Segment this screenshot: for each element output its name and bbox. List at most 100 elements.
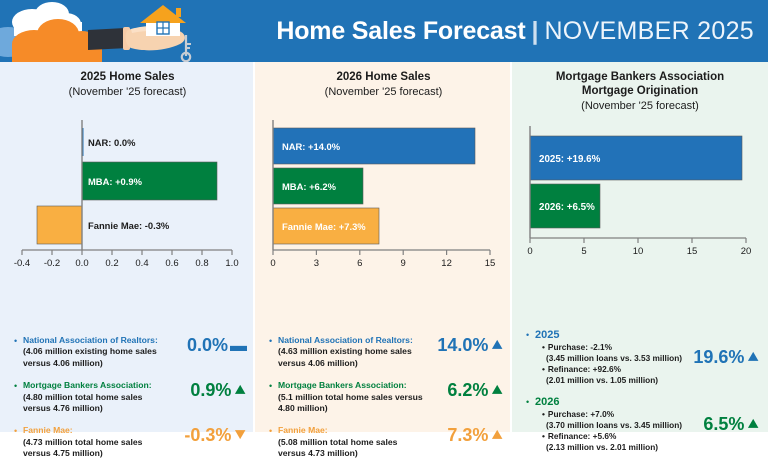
note-value-text: 0.9% (190, 380, 232, 401)
header-illustration (0, 0, 250, 62)
note-item-mba: • Mortgage Bankers Association: (5.1 mil… (269, 380, 504, 414)
panel-3-notes: • 2025 • Purchase: -2.1% (3.45 million lo… (526, 328, 760, 453)
note-value: 14.0% ⯅ (428, 335, 504, 356)
arm-sleeve-icon (88, 27, 130, 50)
header-banner: Home Sales Forecast | NOVEMBER 2025 (0, 0, 768, 62)
bullet-icon: • (269, 426, 273, 437)
title-month-year: NOVEMBER 2025 (544, 16, 754, 45)
note-name: Mortgage Bankers Association: (23, 380, 152, 391)
purchase-line: • Purchase: -2.1% (542, 342, 690, 353)
xtick-label: 12 (441, 258, 452, 269)
note-value-text: 6.2% (447, 380, 489, 401)
note-detail-2: versus 4.06 million) (23, 357, 103, 368)
chart-2026-home-sales: 0 3 6 9 12 15 NAR: +14.0% MBA: +6.2% Fan… (255, 62, 512, 432)
note-detail-1: (4.06 million existing home sales (23, 346, 157, 357)
bullet-icon: • (269, 381, 273, 392)
note-item-2025: • 2025 • Purchase: -2.1% (3.45 million lo… (526, 328, 760, 386)
bullet-icon: • (14, 336, 18, 346)
note-detail-1: (5.08 million total home sales (278, 436, 398, 447)
note-detail-2: versus 4.75 million) (23, 448, 103, 459)
xtick-label: 0.6 (165, 258, 178, 269)
xtick-label: -0.2 (44, 258, 60, 269)
bullet-icon: • (14, 381, 18, 392)
x-axis-tick-labels: 0 5 10 15 20 (527, 246, 751, 257)
note-item-nar: • National Association of Realtors: (4.0… (14, 335, 247, 369)
bullet-icon: • (526, 330, 530, 340)
bar-label-mba: MBA: +0.9% (88, 176, 143, 187)
purchase-detail: (3.70 million loans vs. 3.45 million) (546, 420, 683, 430)
note-detail-1: (4.63 million existing home sales (278, 346, 412, 357)
key-icon (180, 35, 192, 62)
xtick-label: 0.0 (75, 258, 88, 269)
bar-label-2025: 2025: +19.6% (539, 154, 601, 165)
bar-label-nar: NAR: 0.0% (88, 137, 136, 148)
panel-1-title-main: 2025 Home Sales (80, 71, 175, 83)
up-arrow-icon: ⯅ (233, 381, 247, 401)
x-axis-ticks (21, 250, 233, 255)
xtick-label: 15 (485, 258, 496, 269)
refinance-detail: (2.13 million vs. 2.01 million) (546, 442, 659, 452)
note-value: 0.9% ⯅ (173, 380, 247, 401)
note-item-nar: • National Association of Realtors: (4.6… (269, 335, 504, 369)
note-value: 6.2% ⯅ (428, 380, 504, 401)
sub-bullet-icon: • (542, 409, 545, 419)
panel-divider (253, 62, 255, 432)
bar-fannie-mae (36, 205, 83, 245)
bar-mba (272, 167, 364, 205)
title-separator: | (531, 16, 539, 45)
note-item-fannie-mae: • Fannie Mae: (4.73 million total home s… (14, 425, 247, 459)
bar-fannie-mae (272, 207, 380, 245)
panel-divider (510, 62, 512, 432)
year-heading: 2025 (535, 329, 560, 341)
panel-1-title: 2025 Home Sales (November '25 forecast) (0, 70, 255, 99)
house-icon (140, 5, 186, 36)
panel-2-title-main: 2026 Home Sales (336, 71, 431, 83)
note-item-mba: • Mortgage Bankers Association: (4.80 mi… (14, 380, 247, 414)
up-arrow-icon: ⯅ (490, 381, 504, 401)
note-detail-1: (4.80 million total home sales (23, 391, 143, 402)
down-arrow-icon: ⯆ (233, 426, 247, 446)
xtick-label: 0 (527, 246, 532, 257)
xtick-label: 6 (357, 258, 362, 269)
xtick-label: 10 (633, 246, 644, 257)
purchase-label: Purchase: -2.1% (547, 342, 613, 352)
panel-3-title-main: Mortgage Bankers Association (555, 71, 725, 83)
sub-bullet-icon: • (542, 364, 545, 374)
cloud-orange-icon (12, 19, 102, 62)
x-axis-ticks (272, 250, 491, 255)
sub-bullet-icon: • (542, 431, 545, 441)
panel-2-title: 2026 Home Sales (November '25 forecast) (255, 70, 512, 99)
bullet-icon: • (526, 397, 530, 407)
year-value: 19.6% ⯅ (690, 347, 760, 368)
bar-nar (82, 128, 84, 156)
note-item-fannie-mae: • Fannie Mae: (5.08 million total home s… (269, 425, 504, 459)
note-detail-1: (4.73 million total home sales (23, 436, 143, 447)
note-value-text: 7.3% (447, 425, 489, 446)
up-arrow-icon: ⯅ (746, 414, 760, 434)
note-name: National Association of Realtors: (23, 335, 158, 345)
bar-label-mba: MBA: +6.2% (282, 181, 337, 192)
panel-2-title-sub: (November '25 forecast) (324, 86, 443, 98)
xtick-label: 0 (270, 258, 275, 269)
purchase-line: • Purchase: +7.0% (542, 409, 690, 420)
note-value-text: 0.0% (186, 335, 228, 355)
note-value-text: 14.0% (437, 335, 489, 355)
refinance-detail: (2.01 million vs. 1.05 million) (546, 375, 659, 385)
refinance-label: Refinance: +92.6% (547, 364, 621, 374)
x-axis-tick-labels: 0 3 6 9 12 15 (270, 258, 495, 269)
xtick-label: 15 (687, 246, 698, 257)
xtick-label: 0.2 (105, 258, 118, 269)
note-detail-2: versus 4.73 million) (278, 448, 358, 459)
xtick-label: 9 (401, 258, 406, 269)
panel-2026-home-sales: 2026 Home Sales (November '25 forecast) (255, 62, 512, 458)
bar-nar (272, 127, 476, 165)
panel-2-notes: • National Association of Realtors: (4.6… (269, 335, 504, 460)
xtick-label: -0.4 (14, 258, 30, 269)
panels-container: 2025 Home Sales (November '25 forecast) (0, 62, 768, 458)
note-name: National Association of Realtors: (278, 335, 413, 345)
chart-2025-home-sales: -0.4 -0.2 0.0 0.2 0.4 0.6 0.8 1.0 NAR: 0… (0, 62, 255, 432)
flat-arrow-icon: ▬ (230, 336, 247, 355)
note-name: Fannie Mae: (23, 425, 73, 436)
refinance-line: • Refinance: +5.6% (542, 431, 690, 442)
year-value-text: 19.6% (693, 346, 745, 367)
